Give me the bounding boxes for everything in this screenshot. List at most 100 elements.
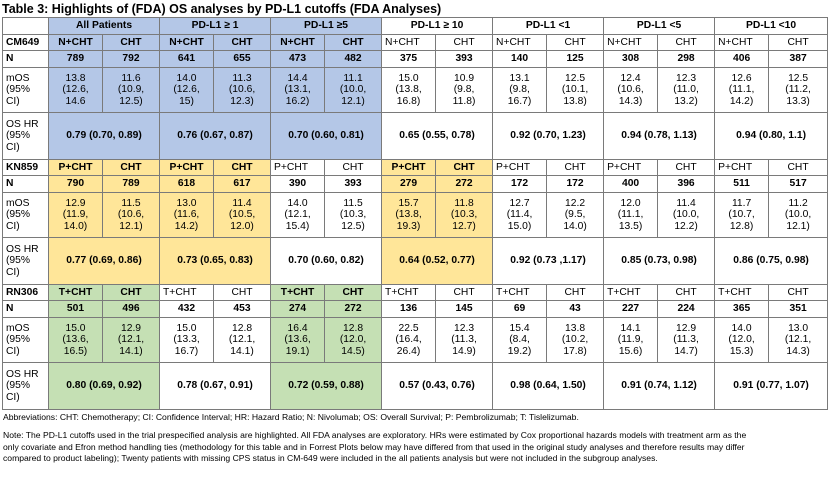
arm-label: T+CHT — [270, 284, 326, 301]
hr-value: 0.57 (0.43, 0.76) — [381, 362, 494, 410]
n-value: 272 — [435, 175, 494, 193]
arm-label: P+CHT — [603, 159, 659, 176]
mos-value: 11.6 (10.9, 12.5) — [101, 67, 161, 113]
mos-value: 12.8 (12.1, 14.1) — [213, 317, 272, 363]
hr-value: 0.80 (0.69, 0.92) — [47, 362, 161, 410]
header-group-2: PD-L1 ≥5 — [270, 17, 383, 35]
mos-value: 12.9 (12.1, 14.1) — [101, 317, 161, 363]
n-value: 140 — [492, 50, 548, 68]
mos-value: 13.8 (10.2, 17.8) — [546, 317, 605, 363]
mos-value: 12.6 (11.1, 14.2) — [714, 67, 770, 113]
n-value: 396 — [657, 175, 716, 193]
mos-row: mOS (95% CI) 15.0 (13.6, 16.5) 12.9 (12.1,… — [2, 317, 829, 363]
mos-value: 12.9 (11.3, 14.7) — [657, 317, 716, 363]
mos-value: 15.0 (13.8, 16.8) — [381, 67, 437, 113]
arm-label: N+CHT — [381, 34, 437, 51]
arm-label: N+CHT — [159, 34, 215, 51]
mos-row: mOS (95% CI) 13.8 (12.6, 14.6 11.6 (10.9, … — [2, 67, 829, 113]
arm-label: P+CHT — [714, 159, 770, 176]
arm-label: CHT — [435, 34, 494, 51]
n-value: 432 — [159, 300, 215, 318]
mos-value: 12.3 (11.3, 14.9) — [435, 317, 494, 363]
n-value: 511 — [714, 175, 770, 193]
mos-value: 11.4 (10.0, 12.2) — [657, 192, 716, 238]
arm-label: CHT — [768, 34, 829, 51]
n-value: 298 — [657, 50, 716, 68]
arm-label: CHT — [101, 34, 161, 51]
arm-label: N+CHT — [492, 34, 548, 51]
hr-label: OS HR (95% CI) — [2, 237, 49, 285]
header-group-5: PD-L1 <5 — [603, 17, 716, 35]
hr-value: 0.94 (0.78, 1.13) — [603, 112, 716, 160]
n-value: 473 — [270, 50, 326, 68]
mos-value: 11.2 (10.0, 12.1) — [768, 192, 829, 238]
n-row: N 789 792 641 655 473 482 375 393 140 125 308 298 406… — [2, 50, 829, 68]
n-value: 145 — [435, 300, 494, 318]
header-group-0: All Patients — [47, 17, 161, 35]
hr-value: 0.78 (0.67, 0.91) — [159, 362, 272, 410]
mos-value: 13.0 (11.6, 14.2) — [159, 192, 215, 238]
hr-row: OS HR (95% CI) 0.77 (0.69, 0.86) 0.73 (0.6… — [2, 237, 829, 285]
mos-value: 12.9 (11.9, 14.0) — [48, 192, 103, 238]
n-value: 387 — [768, 50, 829, 68]
hr-value: 0.98 (0.64, 1.50) — [492, 362, 605, 410]
mos-value: 11.1 (10.0, 12.1) — [324, 67, 383, 113]
arm-label: T+CHT — [492, 284, 548, 301]
note-line-1: Note: The PD-L1 cutoffs used in the tria… — [3, 430, 747, 441]
arm-label: N+CHT — [270, 34, 326, 51]
n-value: 375 — [381, 50, 437, 68]
mos-value: 12.5 (11.2, 13.3) — [768, 67, 829, 113]
mos-value: 12.0 (11.1, 13.5) — [603, 192, 659, 238]
n-value: 517 — [768, 175, 829, 193]
arm-label: CHT — [324, 34, 383, 51]
n-value: 308 — [603, 50, 659, 68]
n-value: 655 — [213, 50, 272, 68]
n-value: 272 — [324, 300, 383, 318]
arm-label: T+CHT — [159, 284, 215, 301]
header-group-4: PD-L1 <1 — [492, 17, 605, 35]
n-value: 274 — [270, 300, 326, 318]
mos-value: 15.0 (13.3, 16.7) — [159, 317, 215, 363]
mos-value: 14.0 (12.6, 15) — [159, 67, 215, 113]
n-value: 790 — [48, 175, 103, 193]
mos-value: 13.8 (12.6, 14.6 — [48, 67, 103, 113]
arm-label: T+CHT — [381, 284, 437, 301]
n-value: 43 — [546, 300, 605, 318]
n-label: N — [2, 175, 49, 193]
arm-label: CHT — [213, 159, 272, 176]
header-group-3: PD-L1 ≥ 10 — [381, 17, 494, 35]
hr-row: OS HR (95% CI) 0.80 (0.69, 0.92) 0.78 (0.6… — [2, 362, 829, 410]
n-value: 227 — [603, 300, 659, 318]
hr-value: 0.85 (0.73, 0.98) — [603, 237, 716, 285]
n-value: 390 — [270, 175, 326, 193]
mos-value: 22.5 (16.4, 26.4) — [381, 317, 437, 363]
n-value: 400 — [603, 175, 659, 193]
mos-value: 10.9 (9.8, 11.8) — [435, 67, 494, 113]
header-corner — [2, 17, 49, 35]
n-value: 641 — [159, 50, 215, 68]
n-value: 224 — [657, 300, 716, 318]
n-value: 393 — [435, 50, 494, 68]
abbreviations-note: Abbreviations: CHT: Chemotherapy; CI: Co… — [3, 412, 579, 422]
hr-row: OS HR (95% CI) 0.79 (0.70, 0.89) 0.76 (0.6… — [2, 112, 829, 160]
mos-row: mOS (95% CI) 12.9 (11.9, 14.0) 11.5 (10.6,… — [2, 192, 829, 238]
mos-value: 13.0 (12.1, 14.3) — [768, 317, 829, 363]
mos-value: 12.8 (12.0, 14.5) — [324, 317, 383, 363]
study-name: KN859 — [2, 159, 49, 176]
table-title: Table 3: Highlights of (FDA) OS analyses… — [2, 2, 442, 16]
mos-label: mOS (95% CI) — [2, 317, 49, 363]
hr-value: 0.73 (0.65, 0.83) — [159, 237, 272, 285]
n-value: 482 — [324, 50, 383, 68]
hr-value: 0.64 (0.52, 0.77) — [381, 237, 494, 285]
n-value: 172 — [546, 175, 605, 193]
arm-label: N+CHT — [714, 34, 770, 51]
hr-value: 0.86 (0.75, 0.98) — [714, 237, 829, 285]
hr-value: 0.76 (0.67, 0.87) — [159, 112, 272, 160]
n-value: 789 — [48, 50, 103, 68]
mos-value: 15.4 (8.4, 19.2) — [492, 317, 548, 363]
mos-label: mOS (95% CI) — [2, 192, 49, 238]
n-value: 69 — [492, 300, 548, 318]
mos-value: 11.5 (10.3, 12.5) — [324, 192, 383, 238]
arm-label: CHT — [435, 159, 494, 176]
hr-value: 0.91 (0.74, 1.12) — [603, 362, 716, 410]
